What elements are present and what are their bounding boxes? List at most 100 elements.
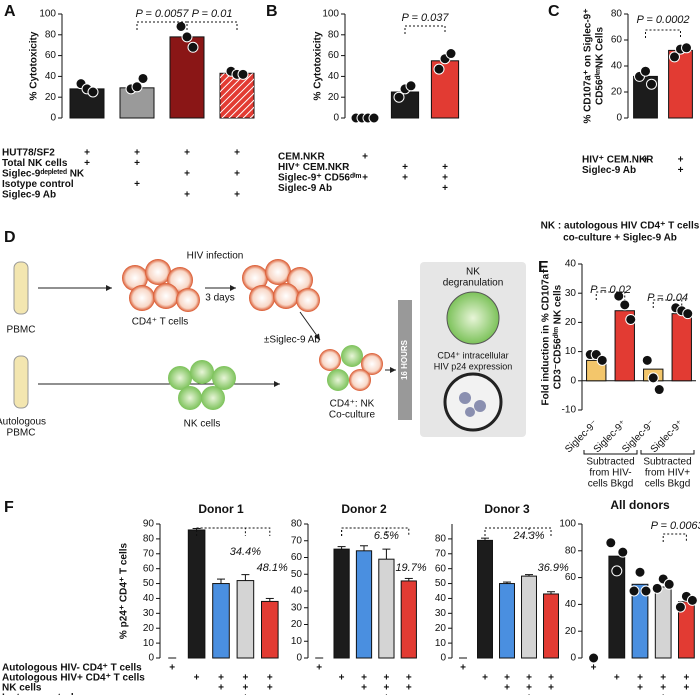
y-tick-label: 50 <box>143 578 155 589</box>
condition-mark: + <box>660 673 666 684</box>
chart-title: Donor 3 <box>484 502 530 516</box>
data-point <box>181 31 193 43</box>
panel-label: B <box>266 3 278 20</box>
bar <box>378 558 395 659</box>
y-tick-label: 80 <box>291 519 303 530</box>
bar <box>654 586 672 659</box>
tube <box>13 261 29 315</box>
condition-mark: + <box>184 148 190 159</box>
condition-label: Total NK cells <box>2 158 68 169</box>
y-tick-label: 10 <box>143 638 155 649</box>
condition-mark: + <box>402 173 408 184</box>
y-tick-label: 0 <box>333 113 339 124</box>
bar <box>261 600 279 659</box>
data-point <box>628 585 640 597</box>
data-point <box>681 42 692 54</box>
data-point <box>619 299 631 311</box>
annotation: 34.4% <box>230 546 261 558</box>
bar <box>69 88 105 119</box>
y-tick-label: 40 <box>611 61 623 72</box>
group-label: from HIV- <box>589 468 631 479</box>
condition-label: Isotype control <box>2 179 74 190</box>
condition-label: Siglec-9 Ab <box>2 190 56 201</box>
panel-label: D <box>4 229 16 246</box>
data-point <box>393 91 405 103</box>
condition-mark: + <box>614 673 620 684</box>
data-point <box>187 41 199 53</box>
panel-label: F <box>4 499 14 516</box>
annotation: 6.5% <box>374 530 399 542</box>
condition-label: Siglec-9 Ab <box>278 183 332 194</box>
chart-title: NK : autologous HIV CD4⁺ T cells <box>541 221 700 232</box>
condition-mark: + <box>339 673 345 684</box>
condition-mark: + <box>442 162 448 173</box>
data-point <box>669 51 680 63</box>
y-tick-label: 0 <box>50 113 56 124</box>
y-axis-label: CD3⁻CD56ᵈⁱᵐ NK cells <box>552 284 564 389</box>
group-bracket <box>640 450 695 455</box>
y-tick-label: 0 <box>148 653 154 664</box>
condition-label: Siglec-9 Ab <box>582 165 636 176</box>
data-point <box>625 313 637 325</box>
condition-mark: + <box>402 162 408 173</box>
data-point <box>674 601 686 613</box>
condition-label: Autologous HIV- CD4⁺ T cells <box>2 663 142 674</box>
condition-mark: + <box>548 683 554 694</box>
y-tick-label: 40 <box>45 71 57 82</box>
y-tick-label: 30 <box>143 608 155 619</box>
data-point <box>87 86 99 98</box>
condition-mark: + <box>362 173 368 184</box>
condition-mark: + <box>548 673 554 684</box>
data-point <box>663 578 675 590</box>
chart-title: Donor 1 <box>198 502 244 516</box>
y-tick-label: 80 <box>611 9 623 20</box>
group-label: cells Bkgd <box>588 479 634 490</box>
condition-mark: + <box>678 155 684 166</box>
label: NK cells <box>184 419 221 430</box>
label: PBMC <box>7 428 36 439</box>
y-tick-label: 70 <box>143 548 155 559</box>
data-point <box>596 354 608 366</box>
condition-mark: + <box>683 673 689 684</box>
group-label: Subtracted <box>643 457 691 468</box>
y-tick-label: 10 <box>565 346 577 357</box>
data-point <box>368 112 380 124</box>
bar <box>614 310 635 382</box>
cd4-cluster <box>122 259 200 312</box>
bar <box>521 575 537 659</box>
y-tick-label: 80 <box>328 29 340 40</box>
y-tick-label: 0 <box>616 113 622 124</box>
label: CD4⁺ intracellular <box>437 350 508 360</box>
data-point <box>131 81 143 93</box>
data-point <box>605 537 617 549</box>
y-tick-label: 80 <box>565 545 577 556</box>
panel-label: E <box>538 259 549 276</box>
condition-mark: + <box>194 673 200 684</box>
data-point <box>405 80 417 92</box>
annotation: P = 0.01 <box>192 8 233 20</box>
data-point <box>588 652 600 664</box>
condition-mark: + <box>526 673 532 684</box>
y-tick-label: -10 <box>562 405 577 416</box>
condition-mark: + <box>678 165 684 176</box>
y-axis-label: % Cytotoxicity <box>29 31 40 100</box>
annotation: 48.1% <box>257 562 288 574</box>
condition-mark: + <box>234 169 240 180</box>
condition-mark: + <box>637 683 643 694</box>
y-tick-label: 100 <box>559 519 576 530</box>
annotation: 19.7% <box>395 562 426 574</box>
y-tick-label: 0 <box>570 375 576 386</box>
bracket <box>186 21 238 30</box>
data-point <box>640 585 652 597</box>
data-point <box>646 78 657 90</box>
condition-mark: + <box>84 148 90 159</box>
condition-mark: + <box>660 683 666 694</box>
condition-mark: + <box>316 663 322 674</box>
coculture-cluster <box>319 345 383 391</box>
condition-mark: + <box>683 683 689 694</box>
condition-mark: + <box>460 663 466 674</box>
bracket <box>404 25 446 34</box>
data-point <box>653 384 665 396</box>
condition-label: Siglec-9ᵈᵉᵖˡᵉᵗᵉᵈ NK <box>2 169 85 180</box>
